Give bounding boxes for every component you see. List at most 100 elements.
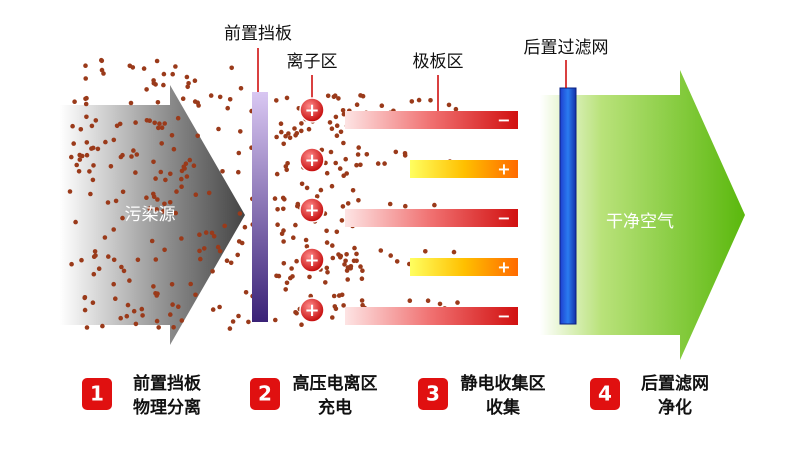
particle [364,152,370,157]
particle [159,125,165,130]
particle [152,120,157,126]
particle [84,152,90,158]
particle [170,302,175,307]
particle [293,222,298,228]
particle [453,106,459,112]
ion-sign: + [304,300,319,321]
particle [393,149,399,155]
particle [87,169,92,174]
label: 前置挡板 [224,24,292,44]
label: 后置过滤网 [524,38,609,58]
particle [409,99,415,104]
particle [330,243,335,248]
particle [324,265,330,271]
step-detail: 净化 [658,397,692,418]
particle [186,81,191,86]
particle [131,148,136,153]
particle [210,307,216,312]
ion [299,247,325,273]
plate [345,111,518,129]
ion [299,297,325,323]
particle [144,195,149,200]
plate-sign: − [497,209,510,228]
particle [283,133,288,139]
particle [325,93,331,99]
particle [184,174,190,179]
step-badge [82,378,112,410]
particle [352,245,357,251]
particle [197,232,202,237]
particle [350,188,356,193]
particle [188,281,193,287]
particle [328,149,334,155]
particle [238,86,244,91]
particle [73,219,78,225]
particle [111,227,116,232]
particle [387,201,393,207]
ion-sign: + [304,200,319,221]
particle [162,201,167,207]
particle [153,176,158,181]
particle [169,282,175,287]
particle [344,268,350,273]
particle [133,170,138,175]
particle [151,284,156,289]
particle [120,215,125,221]
particle [70,123,75,129]
particle [336,293,342,298]
particle [91,271,97,277]
particle [324,228,329,234]
particle [83,101,89,107]
step-number: 3 [426,382,440,406]
particle [306,126,312,132]
plate [345,209,518,227]
particle [84,325,90,330]
particle [303,237,309,243]
particle [99,58,105,64]
particle [203,230,209,235]
particle [88,191,93,197]
particle [106,254,111,259]
step-detail: 收集 [486,397,521,418]
particle [179,176,184,182]
particle [91,163,96,168]
particle [227,326,233,331]
particle [314,194,320,199]
particle [168,171,173,177]
particle [276,273,282,279]
rear-filter [559,87,577,325]
particle [179,184,184,189]
particle [356,145,362,150]
label: 离子区 [287,52,338,72]
particle [139,306,145,312]
particle [330,255,336,261]
particle [358,162,363,168]
particle [354,162,359,168]
particle [95,146,101,152]
particle [455,300,460,305]
particle [327,120,333,125]
particle [344,252,349,257]
particle [154,318,160,324]
particle [156,325,161,330]
particle [333,160,339,166]
particle [140,313,145,318]
particle [294,258,299,264]
particle [210,269,215,274]
particle [334,133,340,138]
particle [215,244,221,250]
particle [151,191,156,197]
particle [329,126,335,131]
particle [354,251,359,257]
particle [99,67,105,73]
step-detail: 物理分离 [133,397,201,418]
particle [291,235,296,240]
particle [343,156,349,162]
particle [100,323,105,329]
particle [185,84,190,90]
particle [274,98,279,103]
step-title: 高压电离区 [293,373,378,394]
particle [173,210,178,216]
particle [375,161,381,166]
particle [359,276,365,282]
